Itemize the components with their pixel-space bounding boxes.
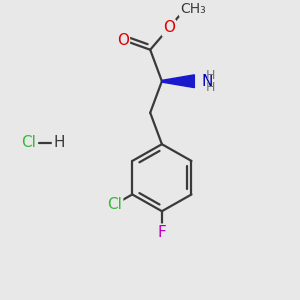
Text: F: F <box>158 225 166 240</box>
Text: N: N <box>202 74 213 89</box>
Text: H: H <box>206 81 215 94</box>
Text: H: H <box>53 135 64 150</box>
Text: CH₃: CH₃ <box>180 2 206 16</box>
Polygon shape <box>162 75 194 88</box>
Text: O: O <box>117 32 129 47</box>
Text: Cl: Cl <box>21 135 36 150</box>
Text: Cl: Cl <box>107 197 122 212</box>
Text: H: H <box>206 70 215 83</box>
Text: O: O <box>163 20 175 35</box>
